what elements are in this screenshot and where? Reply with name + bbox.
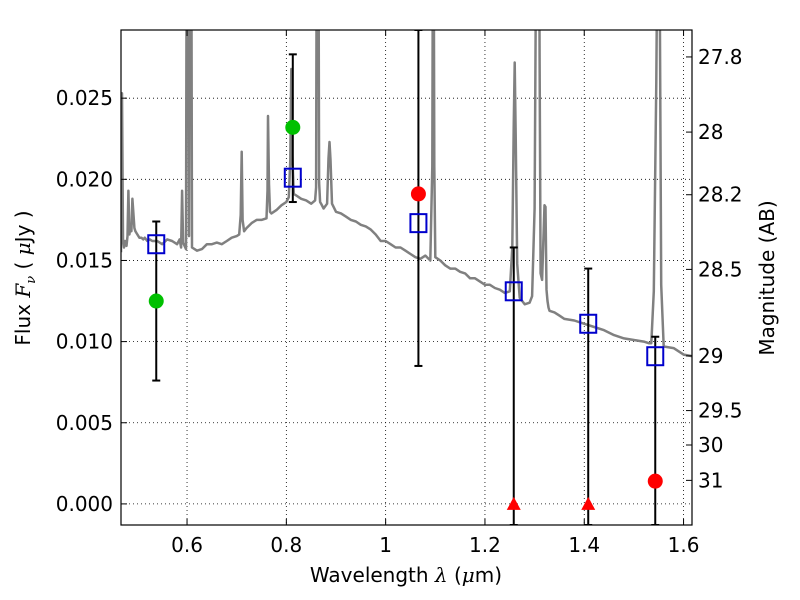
plot-frame [120, 29, 693, 526]
model-photometry-point [147, 234, 166, 255]
model-photometry-point [283, 167, 302, 188]
x-tick-label: 1.6 [668, 533, 700, 557]
template-spectrum-line [121, 30, 692, 358]
y2-axis-label: Magnitude (AB) [755, 200, 779, 355]
detection-point [285, 119, 301, 135]
x-tick-label: 0.8 [270, 533, 302, 557]
low-significance-point [647, 473, 663, 489]
y2-tick-label: 28 [698, 120, 723, 144]
tick-layer: 0.6 0.8 1 1.2 1.4 1.6 0.000 0.005 0.010 0.015 0.02… [56, 30, 743, 557]
y2-tick-label: 30 [698, 433, 723, 457]
y2-tick-label: 29 [698, 344, 723, 368]
model-photometry-point [579, 313, 598, 334]
x-tick-label: 0.6 [171, 533, 203, 557]
upper-limit-point [506, 496, 521, 510]
axes-frame [120, 29, 693, 526]
x-tick-label: 1 [379, 533, 392, 557]
grid-layer [121, 30, 692, 525]
y2-tick-label: 31 [698, 468, 723, 492]
y2-tick-label: 27.8 [698, 45, 743, 69]
y-tick-label: 0.010 [56, 330, 113, 354]
upper-limit-point [581, 496, 596, 510]
x-tick-label: 1.2 [469, 533, 501, 557]
y-tick-label: 0.000 [56, 492, 113, 516]
y-tick-label: 0.025 [56, 86, 113, 110]
model-photometry-point [409, 213, 428, 234]
y2-tick-label: 29.5 [698, 399, 743, 423]
plot-layer [121, 30, 692, 525]
model-photometry-point [646, 346, 665, 367]
x-tick-label: 1.4 [568, 533, 600, 557]
detection-point [148, 293, 164, 309]
y-tick-label: 0.020 [56, 167, 113, 191]
y2-tick-label: 28.2 [698, 183, 743, 207]
y2-tick-label: 28.5 [698, 257, 743, 281]
y-tick-label: 0.005 [56, 411, 113, 435]
x-axis-label: Wavelength λ (μm) [310, 563, 502, 587]
low-significance-point [410, 186, 426, 202]
y-axis-label: Flux Fν ( μJy ) [11, 210, 39, 345]
y-tick-label: 0.015 [56, 248, 113, 272]
model-photometry-point [504, 281, 523, 302]
